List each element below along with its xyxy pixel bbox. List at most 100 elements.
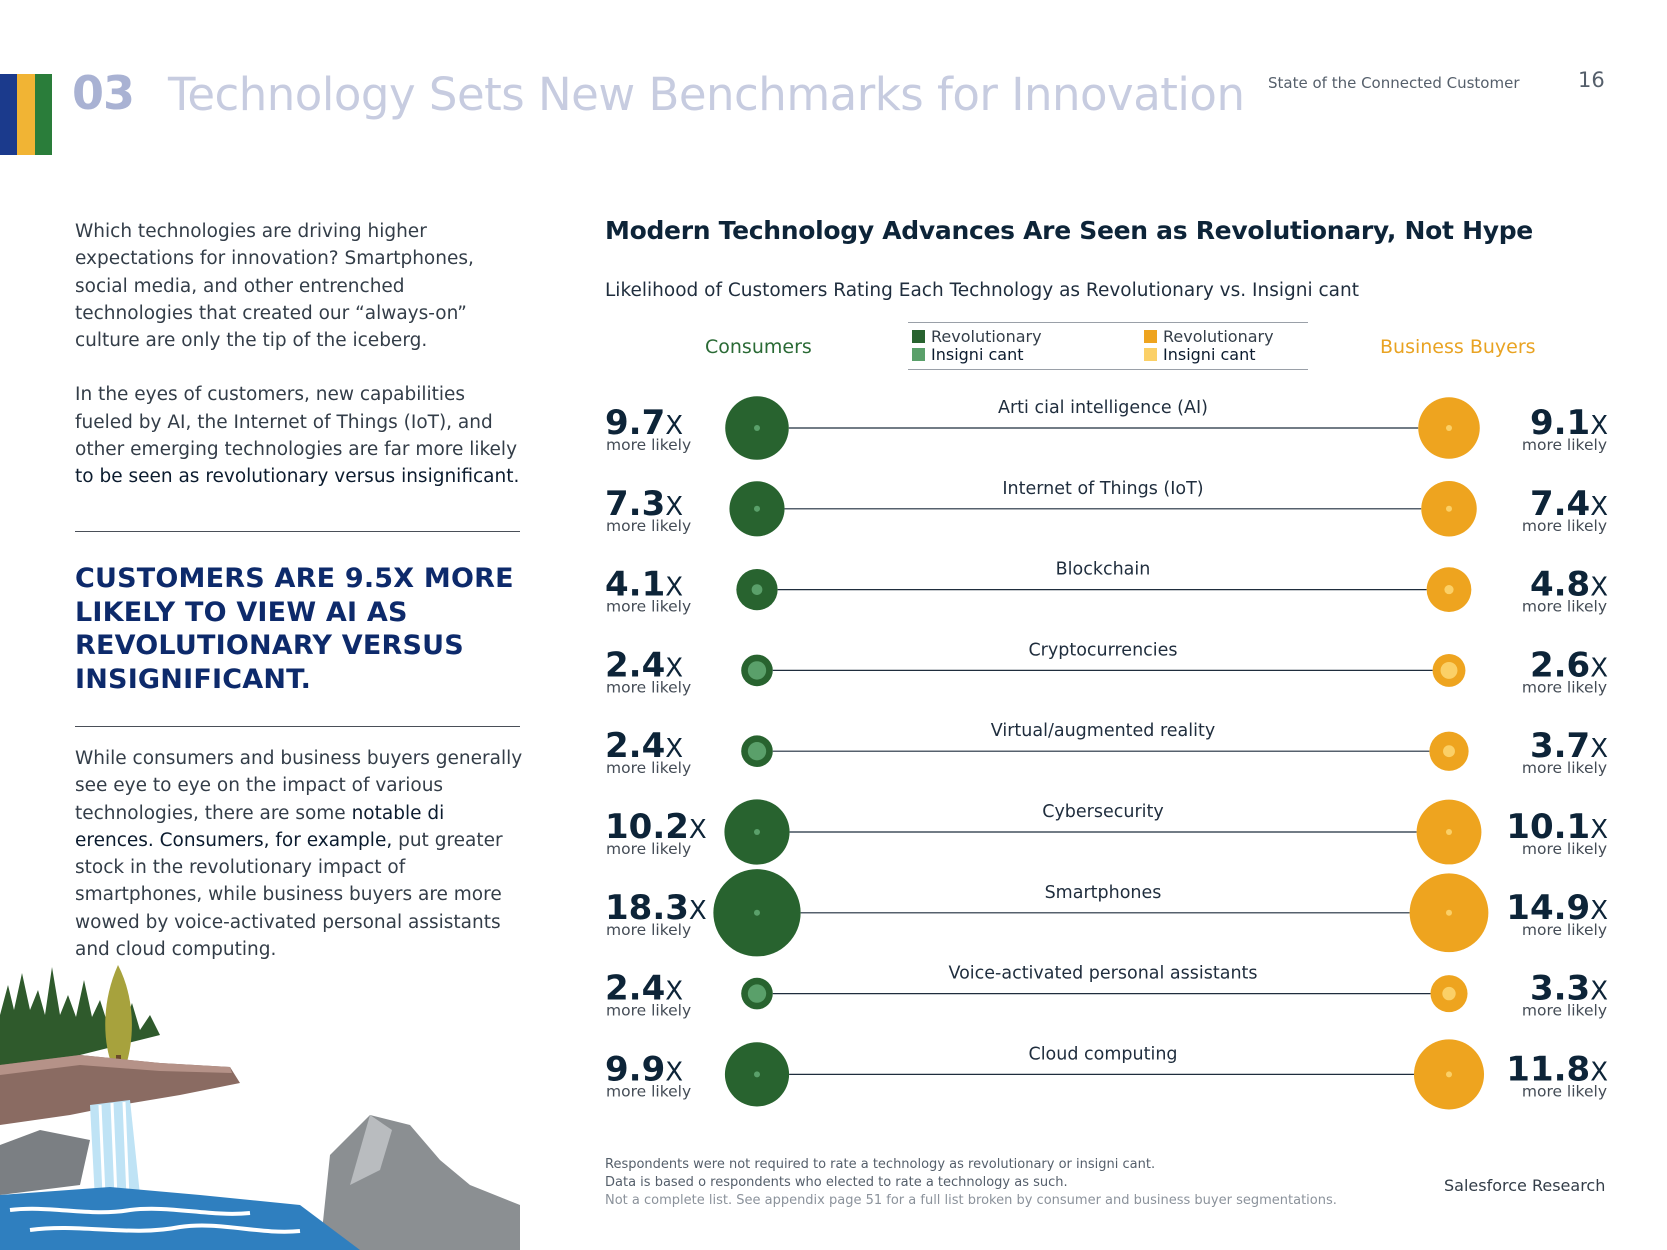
buyer-more-likely-label: more likely <box>1522 759 1607 777</box>
body-text-b: notable di erences. Consumers, for examp… <box>75 802 445 851</box>
consumer-multiplier-label: 2.4X <box>605 969 683 1009</box>
consumer-multiplier-label: 4.1X <box>605 565 683 605</box>
business-buyers-header: Business Buyers <box>1380 336 1536 358</box>
buyer-insignificant-bubble <box>1446 425 1452 431</box>
category-label: Arti cial intelligence (AI) <box>998 398 1208 418</box>
cliff-ledge <box>0 1055 240 1125</box>
legend-buyers-insignificant: Insigni cant <box>1144 346 1255 363</box>
legend-swatch <box>1144 330 1157 343</box>
consumer-more-likely-label: more likely <box>606 840 691 858</box>
river <box>0 1187 360 1250</box>
buyer-insignificant-bubble <box>1442 986 1456 1001</box>
footnote: Respondents were not required to rate a … <box>605 1156 1337 1210</box>
buyer-more-likely-label: more likely <box>1522 921 1607 939</box>
color-bar-yellow <box>17 74 35 155</box>
buyer-insignificant-bubble <box>1446 505 1452 512</box>
consumer-multiplier-label: 2.4X <box>605 726 683 766</box>
footnote-line-3: Not a complete list. See appendix page 5… <box>605 1193 1337 1208</box>
color-bar-blue <box>0 74 18 155</box>
consumer-more-likely-label: more likely <box>606 517 691 535</box>
consumer-insignificant-bubble <box>747 742 767 761</box>
intro-paragraph-1: Which technologies are driving higher ex… <box>75 221 474 352</box>
consumer-insignificant-bubble <box>753 505 761 512</box>
buyer-more-likely-label: more likely <box>1522 517 1607 535</box>
chart-subtitle: Likelihood of Customers Rating Each Tech… <box>605 280 1359 301</box>
intro-paragraph-2-a: In the eyes of customers, new capabiliti… <box>75 384 518 461</box>
consumer-insignificant-bubble <box>747 984 767 1003</box>
landscape-illustration <box>0 965 520 1250</box>
buyer-more-likely-label: more likely <box>1522 678 1607 696</box>
buyer-more-likely-label: more likely <box>1522 598 1607 616</box>
rock-left <box>0 1130 90 1195</box>
category-label: Blockchain <box>1056 560 1151 580</box>
consumer-insignificant-bubble <box>754 1071 760 1078</box>
buyer-multiplier-label: 3.3X <box>1530 969 1608 1009</box>
brand-label: Salesforce Research <box>1444 1176 1606 1195</box>
tree-line <box>0 967 160 1075</box>
buyer-multiplier-label: 3.7X <box>1530 726 1608 766</box>
consumer-multiplier-label: 9.9X <box>605 1049 683 1089</box>
buyer-insignificant-bubble <box>1440 661 1458 679</box>
buyer-more-likely-label: more likely <box>1522 1002 1607 1020</box>
section-color-bars <box>0 74 52 155</box>
body-text-c: put greater stock in the revolutionary i… <box>75 829 503 961</box>
divider-bottom <box>75 726 520 727</box>
section-number: 03 <box>72 66 135 120</box>
consumer-multiplier-label: 7.3X <box>605 484 683 524</box>
intro-paragraph-2-b: to be seen as revolutionary versus insig… <box>75 466 520 488</box>
category-label: Cryptocurrencies <box>1028 640 1177 660</box>
report-name: State of the Connected Customer <box>1268 74 1520 92</box>
footnote-line-2: Data is based o respondents who elected … <box>605 1175 1068 1190</box>
buyer-more-likely-label: more likely <box>1522 1082 1607 1100</box>
legend-swatch <box>912 330 925 343</box>
legend-buyers-revolutionary: Revolutionary <box>1144 328 1274 345</box>
river-foam <box>9 1206 301 1234</box>
body-text-a: While consumers and business buyers gene… <box>75 748 523 824</box>
tall-tree <box>105 965 132 1065</box>
consumer-more-likely-label: more likely <box>606 1082 691 1100</box>
consumer-insignificant-bubble <box>751 584 763 595</box>
intro-text: Which technologies are driving higher ex… <box>75 218 525 518</box>
consumer-insignificant-bubble <box>754 425 760 431</box>
footnote-line-1: Respondents were not required to rate a … <box>605 1157 1156 1172</box>
waterfall-stripes <box>98 1101 130 1198</box>
buyer-multiplier-label: 10.1X <box>1506 807 1608 847</box>
intro-paragraph-2: In the eyes of customers, new capabiliti… <box>75 381 525 490</box>
legend-label: Revolutionary <box>931 327 1042 346</box>
consumer-more-likely-label: more likely <box>606 436 691 454</box>
rock-right <box>320 1115 520 1250</box>
buyer-multiplier-label: 7.4X <box>1530 484 1608 524</box>
consumer-more-likely-label: more likely <box>606 759 691 777</box>
buyer-insignificant-bubble <box>1446 1071 1452 1078</box>
category-label: Virtual/augmented reality <box>991 721 1215 741</box>
buyer-insignificant-bubble <box>1444 585 1454 595</box>
consumer-more-likely-label: more likely <box>606 921 691 939</box>
buyer-multiplier-label: 14.9X <box>1506 888 1608 928</box>
consumer-multiplier-label: 10.2X <box>605 807 707 847</box>
consumer-more-likely-label: more likely <box>606 678 691 696</box>
legend-consumers-revolutionary: Revolutionary <box>912 328 1042 345</box>
consumer-more-likely-label: more likely <box>606 1002 691 1020</box>
buyer-insignificant-bubble <box>1446 829 1452 835</box>
consumer-insignificant-bubble <box>754 829 760 835</box>
cliff-top <box>0 1055 232 1075</box>
legend-label: Revolutionary <box>1163 327 1274 346</box>
consumer-multiplier-label: 2.4X <box>605 645 683 685</box>
callout-stat: Customers are 9.5x more likely to view A… <box>75 563 514 695</box>
buyer-multiplier-label: 11.8X <box>1506 1049 1608 1089</box>
legend-label: Insigni cant <box>931 345 1024 364</box>
consumer-multiplier-label: 18.3X <box>605 888 707 928</box>
category-label: Smartphones <box>1045 883 1162 903</box>
buyer-multiplier-label: 9.1X <box>1530 403 1608 443</box>
buyer-multiplier-label: 2.6X <box>1530 645 1608 685</box>
chart-title: Modern Technology Advances Are Seen as R… <box>605 216 1533 245</box>
buyer-insignificant-bubble <box>1446 909 1452 916</box>
consumer-insignificant-bubble <box>747 661 767 680</box>
divider-top <box>75 531 520 532</box>
page-title: Technology Sets New Benchmarks for Innov… <box>168 68 1245 121</box>
consumers-header: Consumers <box>705 336 812 358</box>
buyer-insignificant-bubble <box>1443 745 1455 758</box>
category-label: Cybersecurity <box>1042 802 1164 822</box>
category-label: Internet of Things (IoT) <box>1002 479 1203 499</box>
